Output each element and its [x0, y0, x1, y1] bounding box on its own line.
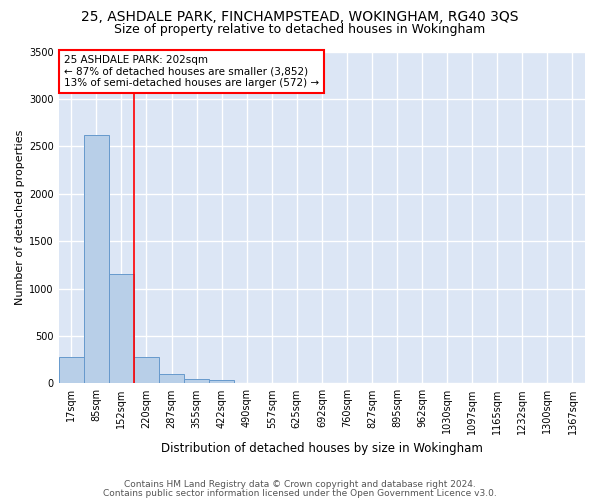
Text: Size of property relative to detached houses in Wokingham: Size of property relative to detached ho…	[115, 22, 485, 36]
Bar	[109, 274, 134, 384]
X-axis label: Distribution of detached houses by size in Wokingham: Distribution of detached houses by size …	[161, 442, 483, 455]
Bar	[84, 135, 109, 384]
Text: Contains public sector information licensed under the Open Government Licence v3: Contains public sector information licen…	[103, 488, 497, 498]
Y-axis label: Number of detached properties: Number of detached properties	[15, 130, 25, 305]
Bar	[59, 357, 84, 384]
Text: 25, ASHDALE PARK, FINCHAMPSTEAD, WOKINGHAM, RG40 3QS: 25, ASHDALE PARK, FINCHAMPSTEAD, WOKINGH…	[81, 10, 519, 24]
Bar	[159, 374, 184, 384]
Text: 25 ASHDALE PARK: 202sqm
← 87% of detached houses are smaller (3,852)
13% of semi: 25 ASHDALE PARK: 202sqm ← 87% of detache…	[64, 55, 319, 88]
Text: Contains HM Land Registry data © Crown copyright and database right 2024.: Contains HM Land Registry data © Crown c…	[124, 480, 476, 489]
Bar	[134, 357, 159, 384]
Bar	[209, 380, 234, 384]
Bar	[184, 378, 209, 384]
